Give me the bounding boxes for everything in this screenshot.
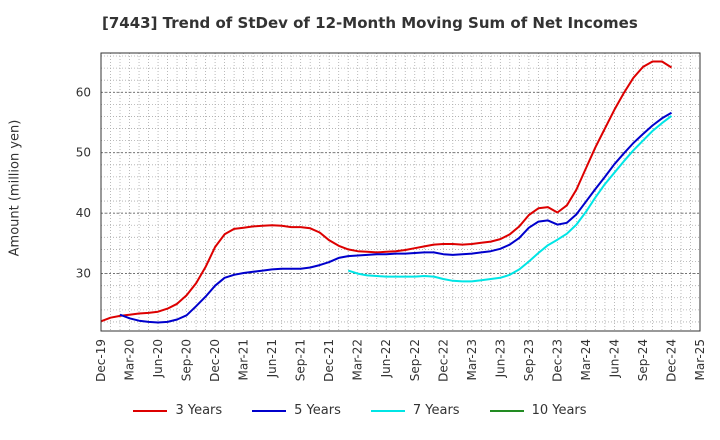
series-lines — [100, 60, 673, 324]
y-tick-label: 40 — [76, 206, 91, 220]
legend-item: 3 Years — [133, 403, 222, 418]
x-tick-label: Jun-24 — [607, 339, 621, 378]
legend-swatch — [370, 409, 405, 412]
x-tick-label: Jun-23 — [493, 339, 507, 378]
legend-swatch — [489, 409, 524, 412]
legend-swatch — [252, 409, 287, 412]
x-tick-label: Mar-24 — [579, 339, 593, 380]
legend-item: 10 Years — [489, 403, 587, 418]
series-line-3-years — [100, 60, 673, 323]
x-tick-label: Mar-23 — [465, 339, 479, 380]
legend-label: 7 Years — [412, 403, 460, 418]
y-tick-label: 50 — [76, 146, 91, 160]
legend-swatch — [133, 409, 168, 412]
x-tick-label: Dec-22 — [436, 339, 450, 382]
legend: 3 Years 5 Years 7 Years 10 Years — [0, 403, 720, 418]
x-tick-label: Sep-20 — [180, 339, 194, 381]
x-tick-label: Mar-22 — [351, 339, 365, 380]
x-tick-label: Mar-20 — [123, 339, 137, 380]
grid — [101, 53, 700, 331]
x-tick-label: Sep-22 — [408, 339, 422, 381]
legend-item: 7 Years — [370, 403, 460, 418]
x-tick-label: Jun-21 — [265, 339, 279, 378]
x-tick-label: Sep-23 — [522, 339, 536, 381]
y-tick-label: 30 — [76, 267, 91, 281]
y-tick-label: 60 — [76, 85, 91, 99]
x-tick-label: Dec-21 — [322, 339, 336, 382]
plot-frame — [100, 52, 701, 332]
series-line-7-years — [347, 115, 673, 283]
y-tick-labels: 30 40 50 60 — [76, 85, 91, 280]
x-tick-label: Dec-20 — [208, 339, 222, 382]
x-tick-label: Sep-21 — [294, 339, 308, 381]
series-line-5-years — [119, 111, 673, 324]
chart-title: [7443] Trend of StDev of 12-Month Moving… — [102, 14, 638, 32]
x-tick-label: Jun-22 — [379, 339, 393, 378]
legend-label: 3 Years — [175, 403, 223, 418]
x-tick-label: Dec-19 — [94, 339, 108, 382]
x-tick-label: Mar-21 — [237, 339, 251, 380]
legend-item: 5 Years — [252, 403, 341, 418]
x-tick-label: Dec-23 — [550, 339, 564, 382]
legend-label: 5 Years — [294, 403, 341, 418]
x-tick-label: Sep-24 — [636, 339, 650, 381]
legend-label: 10 Years — [531, 403, 587, 418]
x-tick-label: Dec-24 — [664, 339, 678, 382]
x-tick-labels: Dec-19 Mar-20 Jun-20 Sep-20 Dec-20 Mar-21 Jun-… — [94, 339, 707, 382]
x-tick-label: Jun-20 — [151, 339, 165, 378]
x-tick-label: Mar-25 — [693, 339, 707, 380]
